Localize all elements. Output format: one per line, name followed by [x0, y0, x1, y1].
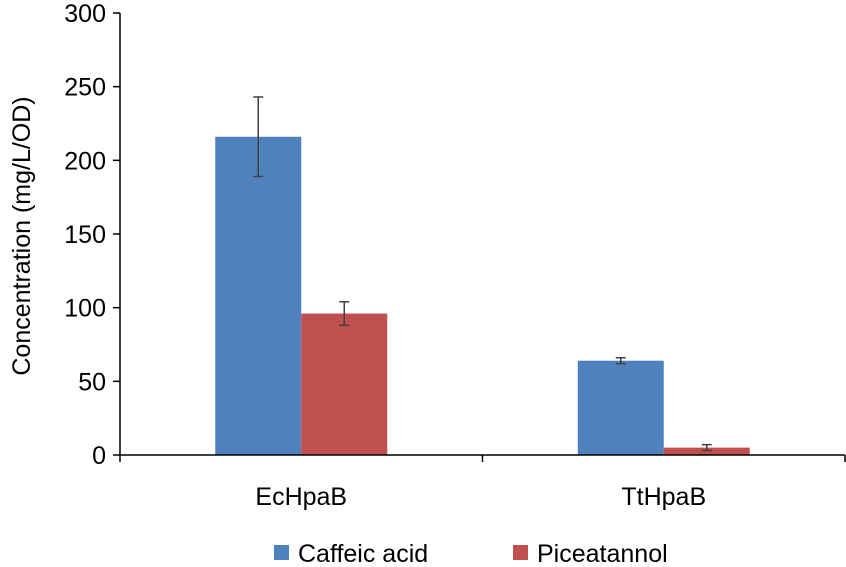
category-label: TtHpaB	[621, 483, 706, 511]
y-axis-ticks: 0 50 100 150 200 250 300	[64, 0, 120, 470]
category-label: EcHpaB	[255, 483, 347, 511]
y-tick-label: 50	[78, 368, 106, 396]
y-tick-label: 100	[64, 295, 106, 323]
legend-label: Piceatannol	[537, 540, 668, 567]
y-tick-label: 0	[92, 442, 106, 470]
y-axis-title: Concentration (mg/L/OD)	[8, 96, 36, 375]
legend-swatch	[513, 545, 528, 560]
bar	[577, 360, 664, 455]
y-tick-label: 150	[64, 221, 106, 249]
bar	[301, 313, 388, 455]
axes	[119, 13, 846, 462]
y-tick-label: 250	[64, 74, 106, 102]
legend: Caffeic acid Piceatannol	[274, 540, 668, 567]
error-bars	[253, 96, 712, 452]
legend-swatch	[274, 545, 289, 560]
y-tick-label: 200	[64, 147, 106, 175]
bar	[215, 136, 302, 455]
legend-label: Caffeic acid	[298, 540, 428, 567]
category-labels: EcHpaB TtHpaB	[255, 483, 706, 511]
bars	[215, 136, 750, 455]
y-tick-label: 300	[64, 0, 106, 28]
